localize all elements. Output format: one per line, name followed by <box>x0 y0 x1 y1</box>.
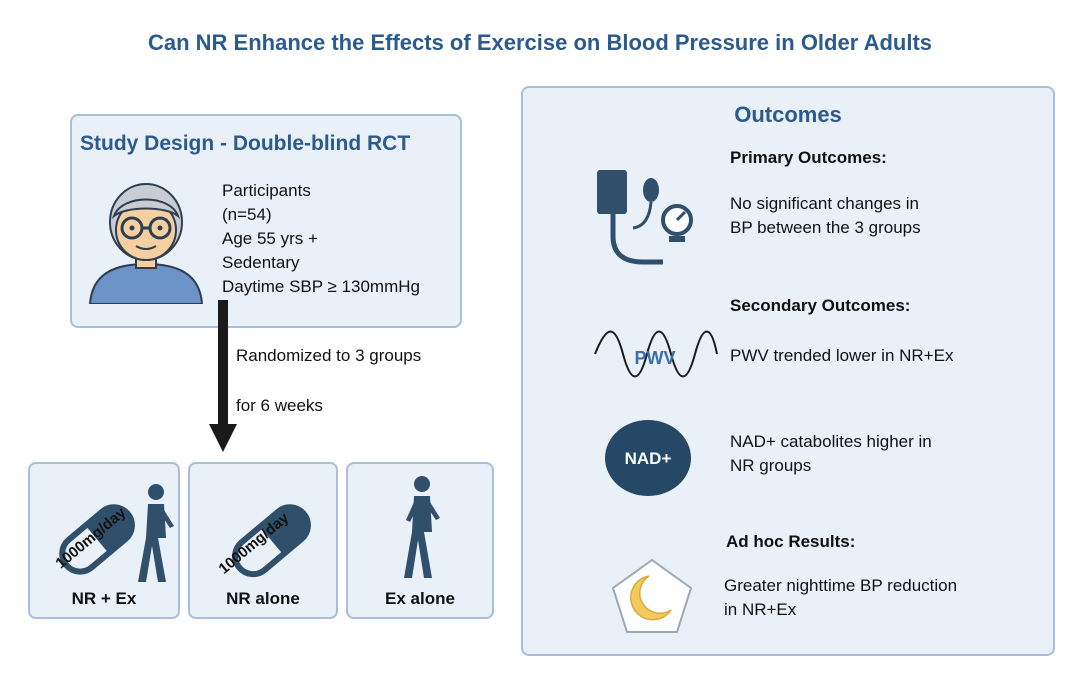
nad-label: NAD+ <box>625 449 672 468</box>
study-design-box: Study Design - Double-blind RCT Particip… <box>70 114 462 328</box>
adhoc-results-heading: Ad hoc Results: <box>726 532 856 551</box>
nad-outcome-text: NAD+ catabolites higher in NR groups <box>730 430 932 478</box>
duration-text: for 6 weeks <box>236 396 323 415</box>
adhoc-outcome-line: Greater nighttime BP reduction <box>724 576 958 595</box>
participant-line: Participants <box>222 181 311 200</box>
pwv-label: PWV <box>634 348 675 368</box>
participant-criteria: Participants (n=54) Age 55 yrs + Sedenta… <box>222 179 420 299</box>
primary-outcome-text: No significant changes in BP between the… <box>730 192 921 240</box>
secondary-outcomes-heading: Secondary Outcomes: <box>730 296 911 315</box>
nad-circle-icon: NAD+ <box>605 420 691 496</box>
group-box-nr-ex: 1000mg/day NR + Ex <box>28 462 180 619</box>
moon-icon <box>612 559 692 633</box>
adhoc-outcome-line: in NR+Ex <box>724 600 797 619</box>
adhoc-outcome-text: Greater nighttime BP reduction in NR+Ex <box>724 574 957 622</box>
nad-outcome-line: NAD+ catabolites higher in <box>730 432 932 451</box>
primary-outcome-line: No significant changes in <box>730 194 920 213</box>
pwv-wave-icon: PWV <box>594 330 718 378</box>
participant-line: Sedentary <box>222 253 300 272</box>
blood-pressure-cuff-icon <box>597 170 693 265</box>
down-arrow-icon <box>209 300 237 452</box>
group-label: Ex alone <box>385 589 455 608</box>
walking-person-icon <box>404 476 440 578</box>
outcomes-box: Outcomes Primary Outcomes: No significan… <box>521 86 1055 656</box>
nad-outcome-line: NR groups <box>730 456 812 475</box>
pwv-outcome-text: PWV trended lower in NR+Ex <box>730 346 954 365</box>
primary-outcome-line: BP between the 3 groups <box>730 218 921 237</box>
person-avatar-icon <box>88 183 204 304</box>
randomization-text: Randomized to 3 groups <box>236 346 422 365</box>
pill-icon: 1000mg/day <box>52 504 135 575</box>
page-title: Can NR Enhance the Effects of Exercise o… <box>147 30 933 55</box>
participant-line: Daytime SBP ≥ 130mmHg <box>222 277 420 296</box>
walking-person-icon <box>138 484 174 582</box>
participant-line: (n=54) <box>222 205 272 224</box>
group-box-nr-alone: 1000mg/day NR alone <box>188 462 338 619</box>
outcomes-title: Outcomes <box>734 102 842 127</box>
group-label: NR + Ex <box>71 589 137 608</box>
group-label: NR alone <box>226 589 300 608</box>
primary-outcomes-heading: Primary Outcomes: <box>730 148 887 167</box>
participant-line: Age 55 yrs + <box>222 229 318 248</box>
study-design-title: Study Design - Double-blind RCT <box>80 132 411 155</box>
group-box-ex-alone: Ex alone <box>346 462 494 619</box>
pill-icon: 1000mg/day <box>216 504 311 578</box>
